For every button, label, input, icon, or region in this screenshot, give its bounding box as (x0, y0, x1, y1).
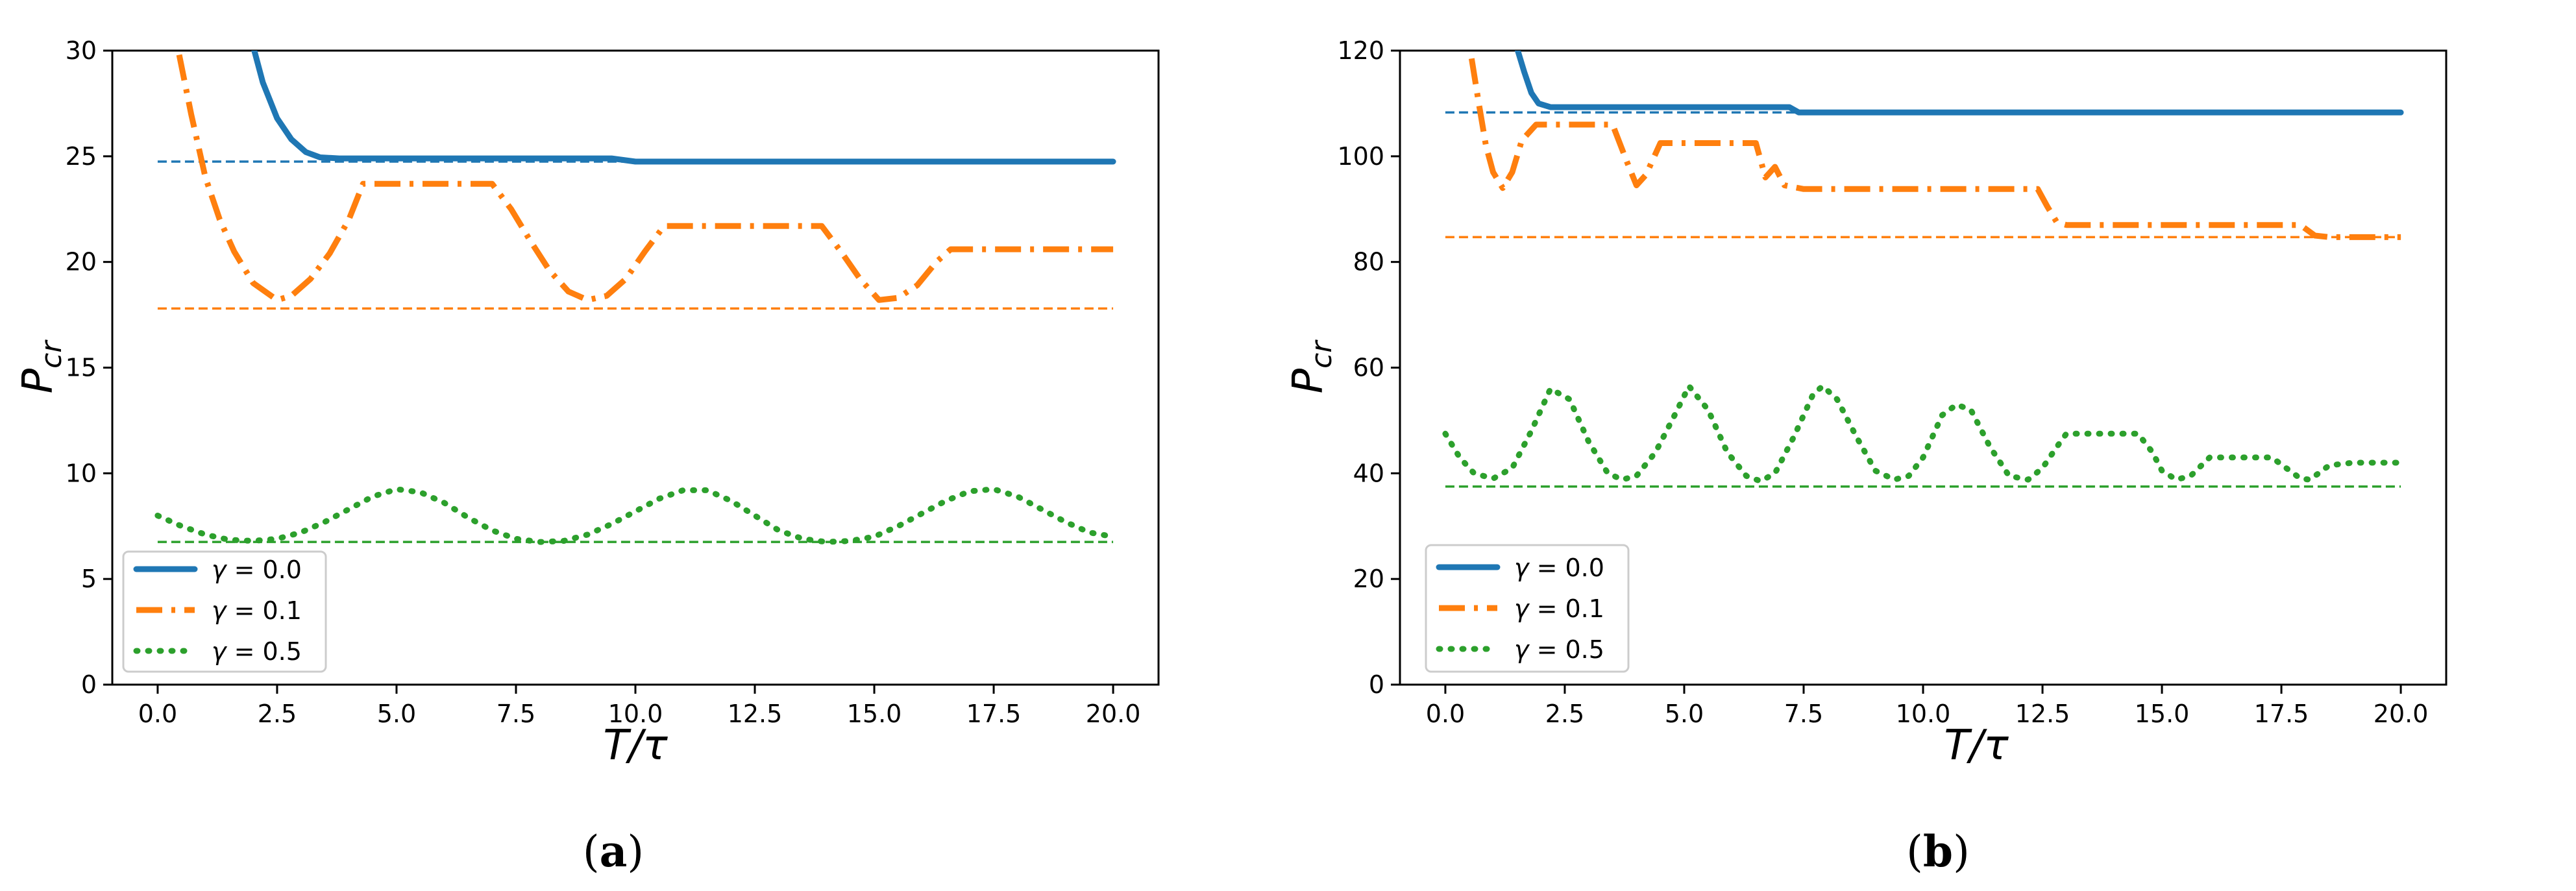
y-tick-label: 25 (66, 142, 97, 171)
chart-panel-b: 0.0 2.5 5.0 7.5 10.0 12.5 15.0 17.5 20.0 0 20 40 60… (1288, 36, 2447, 877)
y-tick-label: 15 (66, 354, 97, 382)
reference-lines (1445, 111, 2401, 488)
legend-box (1425, 544, 1630, 673)
x-tick-label: 10.0 (608, 700, 663, 728)
legend-label-gamma-0-1: γ = 0.1 (1514, 594, 1604, 623)
y-tick-label: 120 (1337, 36, 1384, 65)
x-tick-label: 20.0 (1086, 700, 1141, 728)
x-axis-label: T/τ (1944, 722, 2009, 770)
y-tick-label: 60 (1353, 354, 1384, 382)
x-tick-label: 17.5 (2254, 700, 2309, 728)
x-tick-label: 2.5 (258, 700, 297, 728)
series-lines (154, 51, 1116, 545)
y-tick-label: 30 (66, 36, 97, 65)
chart-panel-a: 0.0 2.5 5.0 7.5 10.0 12.5 15.0 17.5 20.0 0 5 10 15 2… (14, 36, 1160, 877)
y-tick-label: 0 (1369, 670, 1384, 699)
series-lines (1442, 51, 2404, 484)
y-tick-label: 80 (1353, 248, 1384, 276)
legend-label-gamma-0-5: γ = 0.5 (1514, 635, 1604, 664)
y-tick-label: 5 (81, 565, 97, 593)
y-axis-ticks: 0 5 10 15 20 25 30 (66, 36, 112, 699)
x-tick-label: 17.5 (966, 700, 1022, 728)
series-line-0-0 (1514, 51, 2404, 116)
x-tick-label: 0.0 (138, 700, 177, 728)
y-tick-label: 20 (1353, 565, 1384, 593)
panel-caption-a: (a) (583, 826, 644, 877)
x-tick-label: 5.0 (1665, 700, 1704, 728)
series-line-0-0 (251, 51, 1116, 165)
y-axis-label: Pcr (1288, 339, 1338, 394)
series-line-0-5 (154, 486, 1116, 545)
x-tick-label: 7.5 (497, 700, 535, 728)
legend-label-gamma-0-0: γ = 0.0 (212, 555, 302, 584)
legend-label-gamma-0-0: γ = 0.0 (1514, 554, 1604, 582)
y-tick-label: 10 (66, 459, 97, 487)
x-tick-label: 2.5 (1545, 700, 1584, 728)
x-tick-label: 15.0 (847, 700, 902, 728)
y-axis-label: Pcr (14, 339, 68, 394)
x-axis-ticks: 0.0 2.5 5.0 7.5 10.0 12.5 15.0 17.5 20.0 (138, 685, 1141, 728)
legend-box (122, 550, 327, 673)
x-tick-label: 0.0 (1426, 700, 1465, 728)
x-axis-ticks: 0.0 2.5 5.0 7.5 10.0 12.5 15.0 17.5 20.0 (1426, 685, 2429, 728)
series-line-0-1 (176, 54, 1114, 303)
series-line-0-1 (1468, 58, 2401, 240)
reference-lines (157, 160, 1114, 543)
x-tick-label: 10.0 (1896, 700, 1951, 728)
y-axis-ticks: 0 20 40 60 80 100 120 (1337, 36, 1400, 699)
legend: γ = 0.0 γ = 0.1 γ = 0.5 (122, 550, 327, 673)
y-tick-label: 100 (1337, 142, 1384, 171)
x-tick-label: 5.0 (377, 700, 416, 728)
x-tick-label: 7.5 (1784, 700, 1823, 728)
x-tick-label: 20.0 (2374, 700, 2429, 728)
legend: γ = 0.0 γ = 0.1 γ = 0.5 (1425, 544, 1630, 673)
y-tick-label: 20 (66, 248, 97, 276)
series-line-0-5 (1442, 383, 2404, 484)
x-tick-label: 15.0 (2135, 700, 2190, 728)
x-tick-label: 12.5 (728, 700, 783, 728)
panel-caption-b: (b) (1906, 826, 1970, 877)
legend-label-gamma-0-5: γ = 0.5 (212, 637, 302, 666)
x-axis-label: T/τ (603, 722, 668, 770)
x-tick-label: 12.5 (2015, 700, 2070, 728)
y-tick-label: 40 (1353, 459, 1384, 487)
legend-label-gamma-0-1: γ = 0.1 (212, 596, 302, 625)
y-tick-label: 0 (81, 670, 97, 699)
